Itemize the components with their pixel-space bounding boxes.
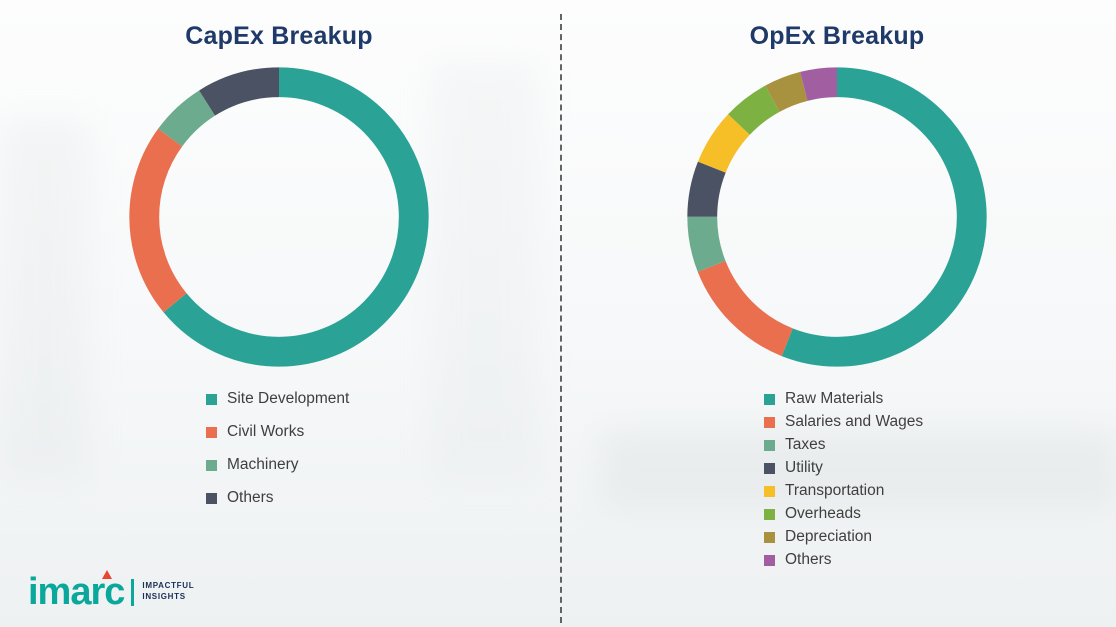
legend-item: Utility: [764, 459, 923, 477]
legend-item: Others: [206, 489, 349, 507]
opex-donut-chart: [687, 67, 987, 367]
logo-divider-bar: [131, 578, 135, 606]
legend-swatch: [764, 508, 775, 520]
legend-item: Others: [764, 551, 923, 569]
imarc-logo: imarc IMPACTFUL INSIGHTS: [28, 570, 194, 613]
legend-label: Salaries and Wages: [785, 413, 924, 430]
legend-swatch: [206, 492, 217, 504]
donut-segment-others: [129, 67, 429, 367]
legend-item: Taxes: [764, 436, 923, 454]
legend-swatch: [764, 554, 775, 566]
legend-label: Civil Works: [227, 423, 305, 440]
background-texture: [600, 430, 1116, 510]
legend-item: Salaries and Wages: [764, 413, 923, 431]
legend-swatch: [206, 426, 217, 438]
legend-swatch: [764, 462, 775, 474]
capex-legend: Site Development Civil Works Machinery Othe…: [206, 390, 349, 522]
opex-chart-title: OpEx Breakup: [749, 22, 925, 50]
capex-chart-panel: CapEx Breakup Site Development Civil Work…: [129, 22, 429, 522]
background-texture: [430, 60, 540, 480]
opex-legend: Raw Materials Salaries and Wages Taxes Util…: [764, 390, 923, 574]
legend-label: Site Development: [227, 390, 350, 407]
legend-swatch: [764, 393, 775, 405]
legend-label: Overheads: [785, 505, 861, 522]
legend-swatch: [764, 416, 775, 428]
legend-item: Overheads: [764, 505, 923, 523]
imarc-wordmark: imarc: [28, 571, 125, 613]
logo-tagline-line1: IMPACTFUL: [142, 581, 195, 591]
legend-item: Depreciation: [764, 528, 923, 546]
capex-donut-chart: [129, 67, 429, 367]
legend-item: Transportation: [764, 482, 923, 500]
legend-swatch: [764, 439, 775, 451]
background-texture: [0, 120, 90, 480]
opex-chart-panel: OpEx Breakup Raw Materials Salaries and W…: [558, 0, 1116, 627]
legend-item: Site Development: [206, 390, 349, 408]
legend-swatch: [206, 459, 217, 471]
legend-label: Utility: [785, 459, 823, 476]
legend-label: Raw Materials: [785, 390, 884, 407]
legend-label: Machinery: [227, 456, 299, 473]
donut-segment-others: [687, 67, 987, 367]
legend-label: Taxes: [785, 436, 826, 453]
logo-tagline-line2: INSIGHTS: [142, 592, 186, 601]
imarc-logo-text: imarc: [28, 570, 125, 613]
legend-item: Machinery: [206, 456, 349, 474]
legend-label: Depreciation: [785, 528, 873, 545]
legend-swatch: [206, 393, 217, 405]
legend-swatch: [764, 531, 775, 543]
legend-item: Civil Works: [206, 423, 349, 441]
legend-item: Raw Materials: [764, 390, 923, 408]
legend-swatch: [764, 485, 775, 497]
donut-segment-civil-works: [129, 67, 429, 367]
divider-dashed-line: [560, 14, 562, 623]
legend-label: Transportation: [785, 482, 885, 499]
donut-segment-taxes: [687, 67, 987, 367]
logo-tagline: IMPACTFUL INSIGHTS: [142, 581, 194, 603]
legend-label: Others: [227, 489, 274, 506]
capex-chart-title: CapEx Breakup: [185, 22, 373, 50]
legend-label: Others: [785, 551, 832, 568]
logo-triangle-icon: [102, 570, 112, 579]
